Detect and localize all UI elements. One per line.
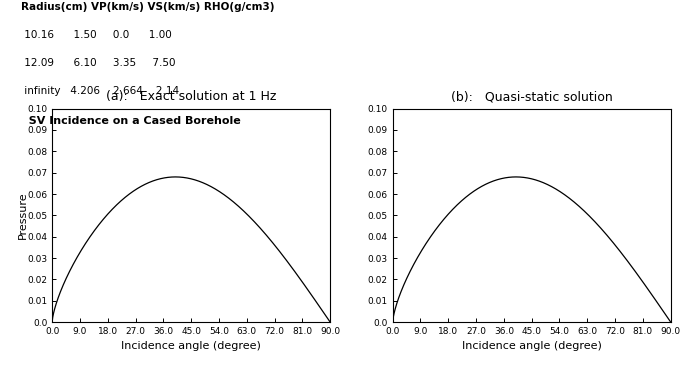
Y-axis label: Pressure: Pressure: [18, 192, 28, 239]
Text: Radius(cm) VP(km/s) VS(km/s) RHO(g/cm3): Radius(cm) VP(km/s) VS(km/s) RHO(g/cm3): [21, 2, 275, 12]
X-axis label: Incidence angle (degree): Incidence angle (degree): [121, 341, 261, 352]
Text: SV Incidence on a Cased Borehole: SV Incidence on a Cased Borehole: [21, 116, 240, 126]
Title: (b):   Quasi-static solution: (b): Quasi-static solution: [451, 90, 612, 103]
Title: (a):   Exact solution at 1 Hz: (a): Exact solution at 1 Hz: [106, 90, 277, 103]
Text: 12.09      6.10     3.35     7.50: 12.09 6.10 3.35 7.50: [21, 58, 175, 68]
X-axis label: Incidence angle (degree): Incidence angle (degree): [461, 341, 602, 352]
Text: 10.16      1.50     0.0      1.00: 10.16 1.50 0.0 1.00: [21, 30, 172, 40]
Text: infinity   4.206    2.664    2.14: infinity 4.206 2.664 2.14: [21, 86, 179, 96]
